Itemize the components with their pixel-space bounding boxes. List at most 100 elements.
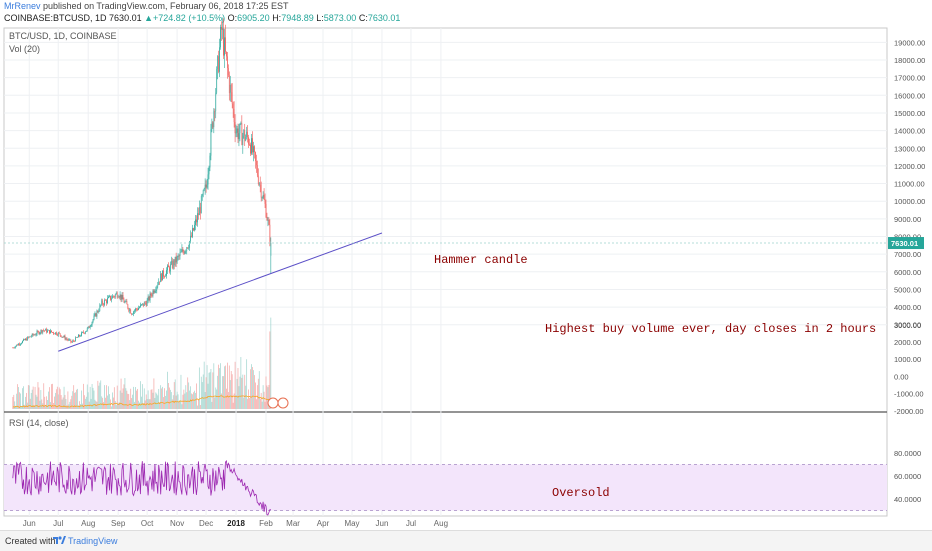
candle-body — [37, 331, 39, 332]
volume-bar — [240, 357, 242, 409]
candle-body — [131, 313, 133, 315]
candle-body — [238, 133, 240, 140]
candle-body — [108, 296, 109, 299]
candles-group — [12, 17, 272, 349]
last-price-badge — [888, 237, 924, 250]
volume-bar — [112, 392, 113, 409]
candle-body — [257, 175, 259, 185]
volume-bar — [190, 386, 191, 409]
volume-bar — [63, 386, 65, 409]
candle-body — [170, 260, 172, 265]
publish-line: MrRenev published on TradingView.com, Fe… — [4, 1, 289, 11]
tradingview-logo-icon[interactable] — [52, 533, 66, 545]
author-link[interactable]: MrRenev — [4, 1, 41, 11]
candle-body — [64, 335, 66, 340]
volume-bar — [32, 386, 34, 409]
x-tick-label: Oct — [141, 519, 154, 528]
candle-body — [89, 326, 91, 328]
volume-bar — [143, 388, 145, 409]
candle-body — [222, 28, 223, 30]
candle-body — [12, 347, 14, 349]
volume-bar — [83, 395, 85, 409]
quote-last: 7630.01 — [109, 13, 142, 23]
candle-body — [44, 330, 46, 332]
candle-body — [249, 144, 250, 146]
volume-bar — [202, 374, 204, 409]
volume-bar — [117, 403, 119, 409]
volume-bar — [89, 386, 91, 409]
volume-bar — [208, 372, 210, 409]
chart-svg[interactable]: Jun Jul Aug Sep Oct Nov Dec 2018 Feb Mar Apr May Jun… — [0, 0, 932, 530]
candle-body — [233, 108, 235, 123]
volume-bar — [23, 386, 24, 409]
candle-body — [24, 339, 25, 341]
candle-body — [225, 37, 226, 52]
volume-bar — [228, 365, 230, 409]
candle-body — [66, 338, 68, 340]
candle-body — [259, 183, 261, 185]
volume-bar — [225, 365, 226, 409]
candle-body — [17, 344, 19, 346]
candle-body — [51, 330, 52, 333]
candle-body — [69, 339, 71, 341]
candle-body — [162, 270, 163, 281]
volume-bar — [81, 390, 82, 409]
volume-bar — [84, 398, 86, 409]
volume-bar — [15, 405, 17, 409]
volume-bar — [73, 385, 75, 409]
candle-body — [197, 213, 198, 223]
volume-bar — [242, 374, 244, 409]
volume-bar — [264, 401, 266, 409]
volume-bar — [140, 381, 141, 409]
high-label: H: — [272, 13, 282, 23]
volume-bar — [38, 387, 40, 409]
volume-bar — [176, 391, 178, 409]
volume-bar — [113, 387, 115, 409]
volume-tick-label: 2000.00 — [894, 338, 921, 347]
candle-body — [224, 37, 225, 56]
candle-body — [230, 84, 232, 93]
candle-body — [128, 308, 130, 312]
oversold-annotation: Oversold — [552, 486, 610, 500]
volume-bar — [124, 378, 126, 409]
candle-body — [16, 344, 18, 347]
volume-bar — [54, 392, 56, 409]
candle-body — [262, 195, 264, 198]
volume-bar — [16, 393, 18, 409]
volume-bar — [25, 396, 26, 409]
volume-bar — [187, 377, 189, 409]
volume-bar — [127, 393, 129, 409]
volume-bar — [169, 389, 171, 409]
tradingview-brand[interactable]: TradingView — [68, 536, 118, 546]
volume-bar — [37, 382, 39, 409]
x-tick-label: Dec — [199, 519, 213, 528]
candle-body — [45, 329, 47, 331]
volume-tick-label: -2000.00 — [894, 407, 924, 416]
candle-body — [250, 144, 251, 154]
candle-body — [229, 84, 231, 94]
low-value: 5873.00 — [323, 13, 357, 23]
volume-bar — [249, 397, 250, 409]
volume-bar — [140, 396, 142, 409]
x-tick-label: Feb — [259, 519, 273, 528]
candle-body — [79, 334, 80, 337]
candle-body — [179, 252, 181, 257]
candle-body — [105, 300, 106, 301]
candle-body — [72, 340, 74, 343]
volume-bar — [70, 399, 72, 409]
candle-body — [260, 184, 262, 198]
volume-bar — [139, 402, 140, 409]
candle-body — [40, 330, 42, 333]
volume-bar — [85, 396, 87, 409]
candle-body — [54, 333, 55, 335]
price-tick-label: 19000.00 — [894, 38, 925, 47]
x-tick-label: Nov — [170, 519, 184, 528]
candle-body — [23, 339, 24, 341]
volume-bar — [217, 375, 219, 409]
candle-body — [62, 336, 64, 338]
volume-bar — [62, 397, 64, 409]
price-tick-label: 10000.00 — [894, 197, 925, 206]
candle-body — [172, 260, 174, 268]
candle-body — [43, 330, 45, 331]
volume-bar — [29, 398, 31, 409]
